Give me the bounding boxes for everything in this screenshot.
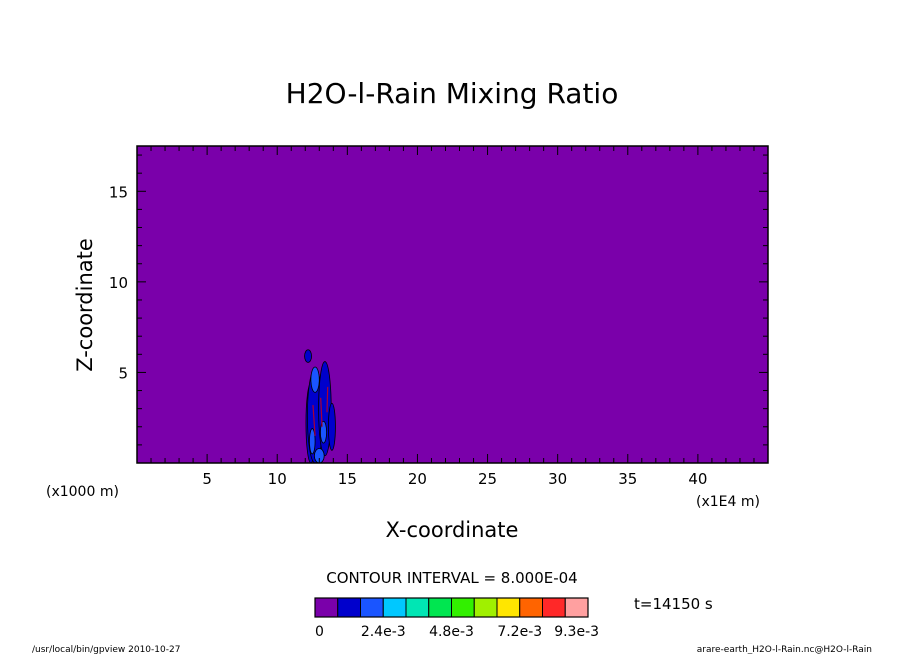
x-unit-left: (x1000 m) [46,484,119,500]
x-unit-right: (x1E4 m) [696,494,760,510]
colorbar-swatch [519,597,543,618]
colorbar-label: 0 [315,624,324,640]
contour-line [320,397,323,427]
footer-right: arare-earth_H2O-l-Rain.nc@H2O-l-Rain [697,645,872,654]
x-tick-label: 40 [688,470,707,488]
x-axis-ticks: 5 10 15 20 25 30 35 40 [150,146,755,488]
contour-blob [328,402,336,451]
plot-area [137,146,768,463]
x-axis-label: X-coordinate [386,518,519,542]
colorbar-swatch [360,597,384,618]
contour-interval: CONTOUR INTERVAL = 8.000E-04 [326,569,577,587]
y-axis-label: Z-coordinate [73,238,97,372]
colorbar-swatch [337,597,361,618]
colorbar-swatch [473,597,498,618]
colorbar-swatch [542,597,566,618]
colorbar-frame [314,597,589,618]
chart-title: H2O-l-Rain Mixing Ratio [286,77,619,110]
colorbar-swatch [405,597,430,618]
y-tick-label: 5 [118,364,128,382]
x-tick-label: 15 [338,470,357,488]
x-tick-label: 35 [618,470,637,488]
footer-left: /usr/local/bin/gpview 2010-10-27 [32,645,180,654]
x-tick-label: 25 [478,470,497,488]
y-axis-ticks: 5 10 15 [109,154,768,446]
x-tick-label: 30 [548,470,567,488]
x-tick-label: 20 [408,470,427,488]
colorbar [314,597,589,618]
colorbar-label: 9.3e-3 [554,624,599,640]
colorbar-swatch [382,597,407,618]
colorbar-labels: 0 2.4e-3 4.8e-3 7.2e-3 9.3e-3 [315,624,599,640]
colorbar-label: 7.2e-3 [497,624,542,640]
contour-blob [304,349,312,363]
colorbar-label: 4.8e-3 [429,624,474,640]
y-tick-label: 15 [109,183,128,201]
contour-line [312,404,316,436]
colorbar-swatch [451,597,475,618]
rain-cell-contours [304,349,336,463]
colorbar-label: 2.4e-3 [361,624,406,640]
contour-blob [310,366,320,393]
contour-blob [320,420,327,444]
colorbar-swatch [496,597,521,618]
x-tick-label: 10 [268,470,287,488]
contour-line [326,386,329,413]
y-tick-label: 10 [109,274,128,292]
colorbar-swatch [564,597,589,618]
time-label: t=14150 s [634,595,713,613]
plot-frame [136,145,769,464]
colorbar-swatch [428,597,452,618]
x-tick-label: 5 [202,470,212,488]
colorbar-swatch [314,597,339,618]
contour-blob [309,428,316,455]
